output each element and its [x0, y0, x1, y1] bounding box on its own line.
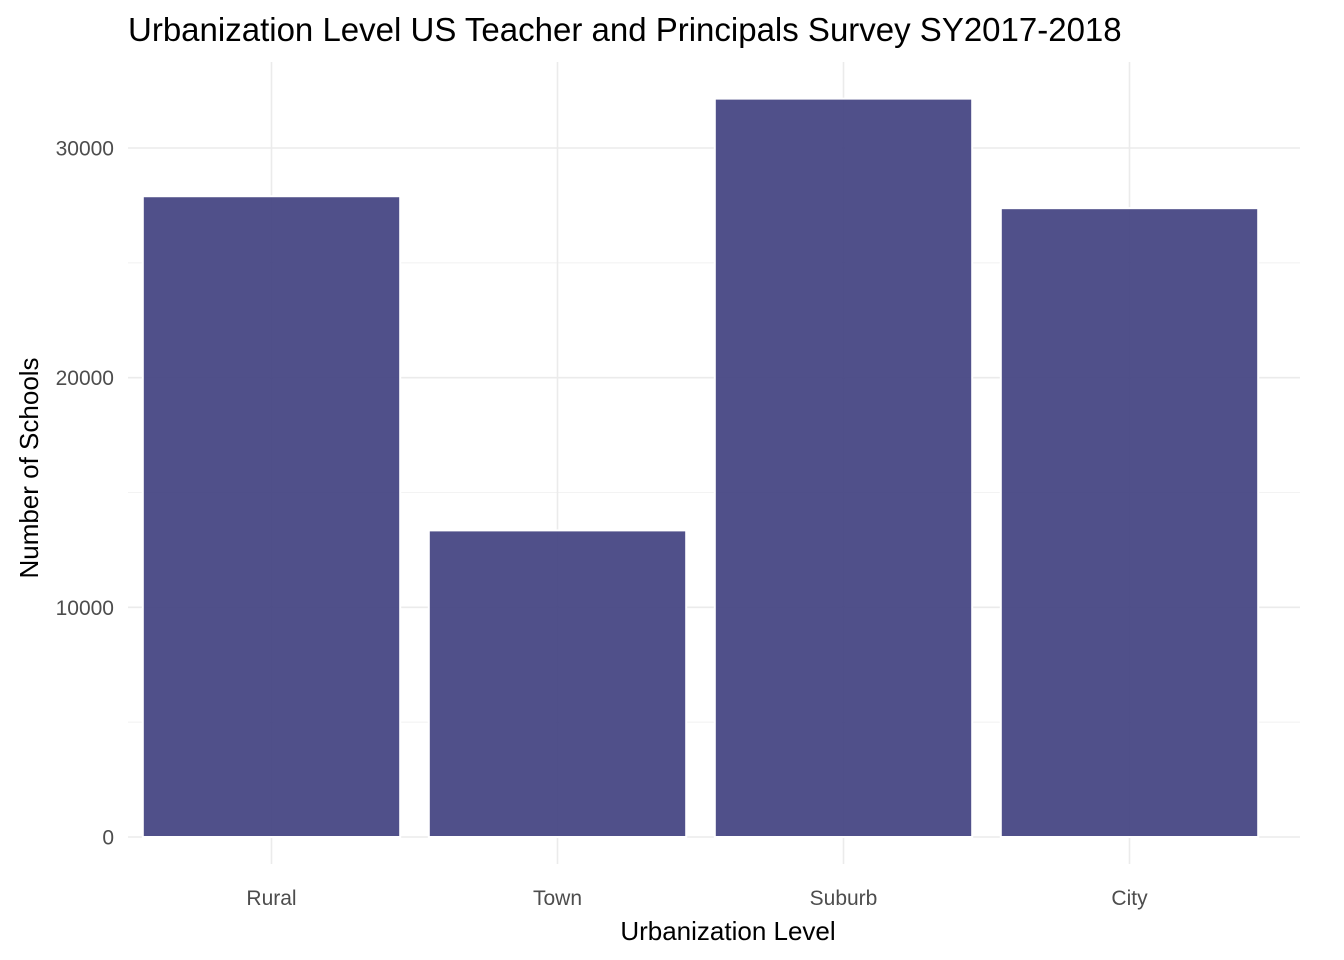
y-tick-label: 0 [102, 827, 114, 850]
bars [141, 97, 1260, 839]
bar-suburb [713, 97, 974, 839]
x-axis-ticks: Rural Town Suburb City [246, 887, 1148, 910]
y-tick-label: 20000 [56, 367, 114, 390]
x-tick-label-town: Town [533, 887, 582, 910]
x-tick-label-suburb: Suburb [810, 887, 878, 910]
y-axis-ticks: 0 10000 20000 30000 [56, 138, 114, 850]
bar-city [999, 207, 1260, 838]
y-tick-label: 30000 [56, 138, 114, 161]
chart-title: Urbanization Level US Teacher and Princi… [128, 11, 1122, 48]
x-tick-label-rural: Rural [246, 887, 296, 910]
bar-rural [141, 195, 402, 839]
bar-town [427, 529, 688, 839]
y-tick-label: 10000 [56, 597, 114, 620]
x-tick-label-city: City [1111, 887, 1148, 910]
x-axis-title: Urbanization Level [620, 916, 835, 946]
y-axis-title: Number of Schools [14, 357, 44, 578]
